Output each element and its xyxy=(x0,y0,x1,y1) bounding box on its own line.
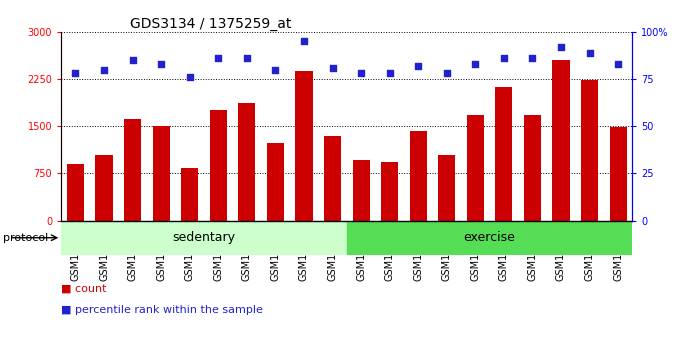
Bar xyxy=(404,221,432,222)
Text: exercise: exercise xyxy=(464,231,515,244)
Point xyxy=(127,57,138,63)
Bar xyxy=(261,221,290,222)
Bar xyxy=(347,221,375,222)
Text: protocol: protocol xyxy=(3,233,49,243)
Bar xyxy=(90,221,118,222)
Text: ■ count: ■ count xyxy=(61,284,107,294)
Bar xyxy=(175,221,204,222)
Bar xyxy=(324,136,341,221)
Bar xyxy=(490,221,518,222)
Bar xyxy=(61,221,347,255)
Point xyxy=(470,61,481,67)
Bar xyxy=(575,221,604,222)
Bar xyxy=(438,154,456,221)
Bar xyxy=(147,221,175,222)
Point xyxy=(327,65,338,70)
Point xyxy=(613,61,624,67)
Bar xyxy=(432,221,461,222)
Bar xyxy=(347,221,632,255)
Bar xyxy=(524,115,541,221)
Bar xyxy=(318,221,347,222)
Point xyxy=(356,70,367,76)
Bar xyxy=(518,221,547,222)
Point xyxy=(156,61,167,67)
Bar xyxy=(409,131,427,221)
Bar xyxy=(352,160,370,221)
Bar xyxy=(61,221,90,222)
Point xyxy=(413,63,424,69)
Bar xyxy=(461,221,490,222)
Bar xyxy=(381,162,398,221)
Point xyxy=(184,74,195,80)
Point xyxy=(556,44,566,50)
Point xyxy=(213,56,224,61)
Bar xyxy=(124,119,141,221)
Bar xyxy=(609,127,627,221)
Point xyxy=(270,67,281,73)
Bar xyxy=(95,154,113,221)
Bar xyxy=(547,221,575,222)
Point xyxy=(384,70,395,76)
Point xyxy=(527,56,538,61)
Point xyxy=(584,50,595,56)
Bar xyxy=(118,221,147,222)
Bar xyxy=(466,115,484,221)
Point xyxy=(498,56,509,61)
Bar xyxy=(295,72,313,221)
Bar xyxy=(204,221,233,222)
Text: GDS3134 / 1375259_at: GDS3134 / 1375259_at xyxy=(130,17,291,31)
Bar xyxy=(267,143,284,221)
Point xyxy=(241,56,252,61)
Bar xyxy=(67,164,84,221)
Bar xyxy=(181,169,199,221)
Bar xyxy=(375,221,404,222)
Bar xyxy=(233,221,261,222)
Bar xyxy=(552,59,570,221)
Point xyxy=(441,70,452,76)
Bar xyxy=(238,103,256,221)
Bar xyxy=(581,80,598,221)
Bar xyxy=(495,87,513,221)
Text: ■ percentile rank within the sample: ■ percentile rank within the sample xyxy=(61,305,263,315)
Point xyxy=(70,70,81,76)
Point xyxy=(299,39,309,44)
Point xyxy=(99,67,109,73)
Text: sedentary: sedentary xyxy=(173,231,235,244)
Bar xyxy=(604,221,632,222)
Bar xyxy=(152,126,170,221)
Bar xyxy=(209,110,227,221)
Bar xyxy=(290,221,318,222)
